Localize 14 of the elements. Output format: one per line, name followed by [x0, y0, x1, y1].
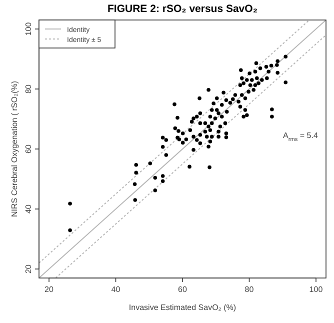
- x-tick-label: 80: [244, 285, 254, 294]
- x-tick-label: 20: [44, 285, 54, 294]
- x-tick-label: 40: [111, 285, 121, 294]
- y-tick-label: 100: [24, 22, 33, 36]
- x-tick-label: 100: [309, 285, 324, 294]
- annotation: A$_{rms}$ = 5.4: [283, 131, 318, 143]
- chart-title: FIGURE 2: rSO₂ versus SavO₂: [108, 3, 258, 15]
- x-axis-title: Invasive Estimated SavO₂ (%): [128, 303, 236, 312]
- y-tick-label: 40: [24, 204, 33, 214]
- y-axis-title: NIRS Cerebral Oxygenation ( rSO₂(%): [10, 80, 19, 218]
- y-tick-label: 20: [24, 264, 33, 274]
- y-tick-label: 60: [24, 144, 33, 154]
- y-tick-label: 80: [24, 84, 33, 94]
- x-tick-label: 60: [178, 285, 188, 294]
